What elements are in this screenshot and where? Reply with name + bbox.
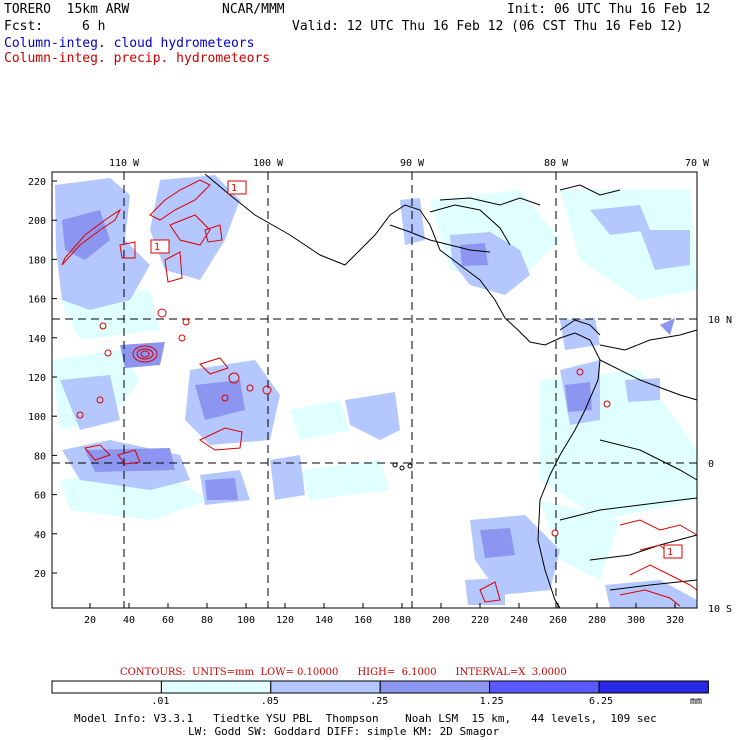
axis-ticks <box>52 180 676 608</box>
contour-label: 1 <box>231 183 237 194</box>
lon-label: 110 W <box>109 158 140 169</box>
left-tick-label: 140 <box>28 334 46 345</box>
coastlines <box>204 173 698 609</box>
model-info-line1: Model Info: V3.3.1 Tiedtke YSU PBL Thomp… <box>74 712 657 725</box>
model-title: TORERO 15km ARW <box>4 2 130 17</box>
bottom-tick-label: 140 <box>315 615 333 626</box>
bottom-tick-label: 100 <box>237 615 255 626</box>
map-frame <box>51 171 698 609</box>
bottom-tick-label: 120 <box>276 615 294 626</box>
bottom-tick-label: 200 <box>432 615 450 626</box>
colorbar-tick-label: 6.25 <box>589 696 614 707</box>
lon-label: 80 W <box>544 158 569 169</box>
center-label: NCAR/MMM <box>222 2 285 17</box>
left-tick-label: 20 <box>34 569 46 580</box>
left-tick-label: 40 <box>34 530 46 541</box>
colorbar-swatch <box>160 680 272 694</box>
fcst-label: Fcst: <box>4 19 44 34</box>
colorbar-swatch <box>270 680 381 694</box>
legend-precip: Column-integ. precip. hydrometeors <box>4 51 271 66</box>
bottom-tick-label: 60 <box>162 615 174 626</box>
left-tick-label: 120 <box>28 373 46 384</box>
bottom-tick-label: 260 <box>549 615 567 626</box>
axis-tick-labels: 220 200 180 160 140 120 100 80 60 40 20 20 40 60 80 100… <box>28 158 732 626</box>
valid-time: Valid: 12 UTC Thu 16 Feb 12 (06 CST Thu … <box>292 19 684 34</box>
contour-info: CONTOURS: UNITS=mm LOW= 0.10000 HIGH= 6.… <box>120 667 567 678</box>
colorbar-swatch <box>51 680 162 694</box>
bottom-tick-label: 240 <box>510 615 528 626</box>
lat-label: 10 S <box>708 604 732 615</box>
contour-labels: 1 1 1 <box>150 180 683 559</box>
left-tick-label: 160 <box>28 295 46 306</box>
lon-label: 70 W <box>685 158 710 169</box>
bottom-tick-label: 40 <box>123 615 135 626</box>
colorbar-tick-label: .01 <box>151 696 170 707</box>
bottom-tick-label: 220 <box>471 615 489 626</box>
bottom-tick-label: 300 <box>627 615 645 626</box>
lon-label: 100 W <box>253 158 284 169</box>
colorbar-swatch <box>379 680 491 694</box>
left-tick-label: 200 <box>28 216 46 227</box>
bottom-tick-label: 280 <box>588 615 606 626</box>
colorbar-swatch <box>598 680 709 694</box>
lat-label: 10 N <box>708 315 732 326</box>
init-time: Init: 06 UTC Thu 16 Feb 12 <box>507 2 711 17</box>
left-tick-label: 80 <box>34 451 46 462</box>
colorbar-unit: mm <box>690 696 703 707</box>
colorbar-tick-label: .25 <box>370 696 389 707</box>
legend-cloud: Column-integ. cloud hydrometeors <box>4 36 255 51</box>
contour-label: 1 <box>154 242 160 253</box>
left-tick-label: 220 <box>28 177 46 188</box>
bottom-tick-label: 80 <box>201 615 213 626</box>
bottom-tick-label: 20 <box>84 615 96 626</box>
left-tick-label: 180 <box>28 255 46 266</box>
fcst-value: 6 h <box>82 19 106 34</box>
colorbar-tick-label: .05 <box>260 696 279 707</box>
colorbar-tick-label: 1.25 <box>479 696 504 707</box>
lat-label: 0 <box>708 459 714 470</box>
colorbar-swatch <box>489 680 600 694</box>
bottom-tick-label: 160 <box>354 615 372 626</box>
left-tick-label: 60 <box>34 491 46 502</box>
precip-contours <box>61 179 698 607</box>
contour-label: 1 <box>667 547 673 558</box>
bottom-tick-label: 180 <box>393 615 411 626</box>
model-info-line2: LW: Godd SW: Goddard DIFF: simple KM: 2D… <box>188 725 500 738</box>
bottom-tick-label: 320 <box>666 615 684 626</box>
lon-label: 90 W <box>400 158 425 169</box>
left-tick-label: 100 <box>28 412 46 423</box>
